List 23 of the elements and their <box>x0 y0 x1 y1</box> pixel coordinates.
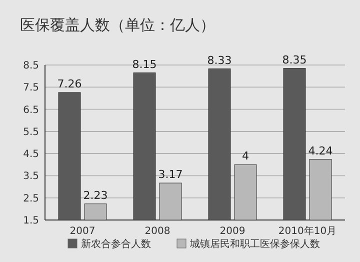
data-label: 4.24 <box>308 144 333 158</box>
data-label: 3.17 <box>158 168 183 182</box>
data-label: 8.15 <box>132 58 157 71</box>
legend-label: 城镇居民和职工医保参保人数 <box>189 238 320 250</box>
y-tick-label: 5.5 <box>23 126 39 138</box>
y-tick-label: 2.5 <box>23 193 39 204</box>
x-tick-label: 2008 <box>144 226 170 237</box>
y-tick-label: 8.5 <box>23 60 39 72</box>
y-tick-label: 4.5 <box>23 149 39 160</box>
chart-title: 医保覆盖人数（单位：亿人） <box>20 16 215 34</box>
data-label: 7.26 <box>57 77 82 90</box>
x-tick-label: 2007 <box>70 226 96 237</box>
x-tick-label: 2010年10月 <box>278 225 337 237</box>
y-tick-label: 3.5 <box>23 171 39 182</box>
data-label: 4 <box>242 150 249 163</box>
x-tick-label: 2009 <box>220 226 246 237</box>
legend-label: 新农合参合人数 <box>81 238 151 250</box>
data-label: 2.23 <box>83 188 108 202</box>
data-label: 8.33 <box>207 54 232 67</box>
y-tick-label: 6.5 <box>23 104 39 116</box>
data-label: 8.35 <box>282 53 307 66</box>
y-tick-label: 1.5 <box>23 216 39 226</box>
y-tick-label: 7.5 <box>23 82 39 94</box>
